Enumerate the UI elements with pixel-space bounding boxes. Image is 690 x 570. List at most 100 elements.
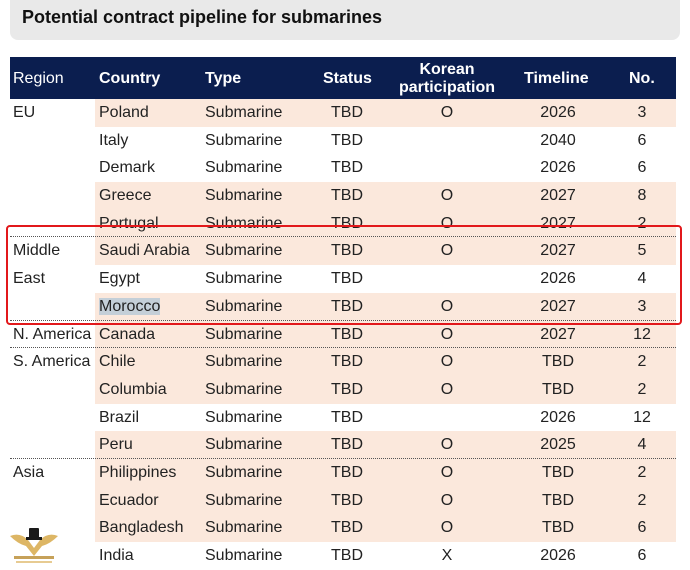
table-body: EU Poland Submarine TBD O 2026 3 Italy Submarine… (10, 99, 676, 570)
cell-no: 6 (637, 159, 647, 177)
cell-type: Submarine (205, 242, 283, 260)
cell-timeline: 2025 (540, 436, 576, 454)
cell-no: 2 (637, 380, 647, 398)
watermark-logo (10, 528, 58, 563)
cell-korean: X (441, 547, 453, 564)
cell-type: Submarine (205, 187, 283, 205)
table-row: Columbia Submarine TBD O TBD 2 (10, 375, 676, 404)
cell-timeline: 2040 (540, 131, 576, 149)
header-type: Type (205, 70, 242, 87)
header-korean-participation: Korean participation (386, 61, 508, 97)
cell-type: Submarine (205, 159, 283, 177)
cell-type: Submarine (205, 104, 283, 121)
row-shade (95, 209, 676, 238)
cell-status: TBD (331, 491, 363, 509)
cell-timeline: 2027 (540, 297, 576, 315)
table-row: N. America Canada Submarine TBD O 2027 12 (10, 320, 676, 349)
cell-no: 4 (637, 436, 647, 454)
cell-status: TBD (331, 519, 363, 537)
table-header: Region Country Type Status Korean partic… (10, 57, 676, 99)
cell-status: TBD (331, 187, 363, 205)
table-row: Portugal Submarine TBD O 2027 2 (10, 209, 676, 238)
row-shade (95, 514, 676, 542)
cell-status: TBD (331, 380, 363, 398)
cell-country: Ecuador (99, 491, 159, 509)
cell-timeline: 2027 (540, 187, 576, 205)
cell-region: N. America (13, 325, 92, 343)
cell-status: TBD (331, 408, 363, 426)
cell-country: Poland (99, 104, 149, 121)
cell-country: Morocco (99, 297, 161, 316)
cell-no: 12 (633, 325, 651, 343)
cell-status: TBD (331, 214, 363, 232)
cell-region: East (13, 270, 46, 288)
table-row: Middle Saudi Arabia Submarine TBD O 2027 5 (10, 237, 676, 266)
cell-korean: O (440, 436, 454, 454)
cell-timeline: 2027 (540, 214, 576, 232)
header-country: Country (99, 70, 161, 87)
cell-country: Egypt (99, 270, 140, 288)
cell-status: TBD (331, 131, 363, 149)
cell-country: India (99, 547, 134, 564)
cell-no: 2 (637, 353, 647, 371)
cell-no: 4 (637, 270, 647, 288)
table-row: Italy Submarine TBD 2040 6 (10, 127, 676, 155)
cell-timeline: 2027 (540, 325, 576, 343)
header-korean-line1: Korean (419, 61, 475, 78)
row-shade (95, 375, 676, 404)
cell-region: EU (13, 104, 36, 121)
cell-korean: O (440, 104, 454, 121)
cell-type: Submarine (205, 491, 283, 509)
table-row: Demark Submarine TBD 2026 6 (10, 154, 676, 182)
cell-type: Submarine (205, 353, 283, 371)
cell-korean: O (440, 519, 454, 537)
cell-country: Greece (99, 187, 152, 205)
cell-type: Submarine (205, 214, 283, 232)
cell-no: 2 (637, 214, 647, 232)
cell-type: Submarine (205, 270, 283, 288)
cell-korean: O (440, 491, 454, 509)
header-region: Region (13, 70, 64, 87)
cell-korean: O (440, 353, 454, 371)
table-row: Asia Philippines Submarine TBD O TBD 2 (10, 458, 676, 487)
table-row: EU Poland Submarine TBD O 2026 3 (10, 99, 676, 127)
cell-type: Submarine (205, 131, 283, 149)
cell-no: 5 (637, 242, 647, 260)
cell-status: TBD (331, 325, 363, 343)
cell-region: Middle (13, 242, 61, 260)
cell-type: Submarine (205, 408, 283, 426)
selected-text[interactable]: Morocco (99, 297, 161, 315)
cell-country: Philippines (99, 463, 177, 481)
row-shade (95, 458, 676, 487)
cell-country: Demark (99, 159, 156, 177)
cell-korean: O (440, 325, 454, 343)
cell-timeline: 2026 (540, 159, 576, 177)
cell-timeline: TBD (542, 491, 574, 509)
cell-timeline: 2026 (540, 270, 576, 288)
cell-type: Submarine (205, 519, 283, 537)
cell-country: Portugal (99, 214, 159, 232)
cell-timeline: 2027 (540, 242, 576, 260)
table-row: Ecuador Submarine TBD O TBD 2 (10, 486, 676, 515)
row-shade (95, 348, 676, 376)
cell-timeline: 2026 (540, 408, 576, 426)
cell-no: 6 (637, 547, 647, 564)
red-highlight-box (6, 225, 682, 325)
row-shade (95, 320, 676, 349)
cell-korean: O (440, 214, 454, 232)
cell-country: Saudi Arabia (99, 242, 190, 260)
cell-timeline: 2026 (540, 547, 576, 564)
cell-no: 6 (637, 519, 647, 537)
cell-status: TBD (331, 436, 363, 454)
cell-country: Canada (99, 325, 156, 343)
cell-country: Columbia (99, 380, 167, 398)
header-no: No. (629, 70, 655, 87)
cell-type: Submarine (205, 380, 283, 398)
cell-type: Submarine (205, 463, 283, 481)
cell-timeline: TBD (542, 353, 574, 371)
cell-status: TBD (331, 270, 363, 288)
cell-korean: O (440, 187, 454, 205)
table-row: Peru Submarine TBD O 2025 4 (10, 431, 676, 459)
page-title: Potential contract pipeline for submarin… (22, 7, 383, 27)
table-row: Brazil Submarine TBD 2026 12 (10, 404, 676, 432)
